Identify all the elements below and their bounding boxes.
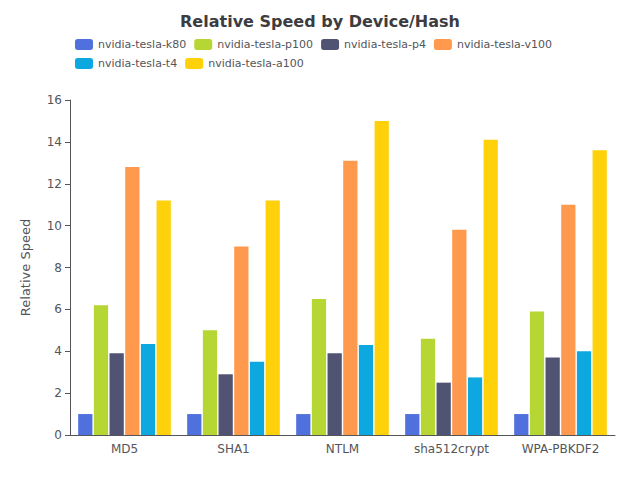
svg-text:Relative Speed: Relative Speed <box>18 219 33 316</box>
svg-text:SHA1: SHA1 <box>217 442 249 456</box>
svg-text:4: 4 <box>54 344 62 358</box>
svg-text:6: 6 <box>54 302 62 316</box>
svg-text:12: 12 <box>47 177 62 191</box>
svg-text:nvidia-tesla-p100: nvidia-tesla-p100 <box>217 38 313 51</box>
svg-text:2: 2 <box>54 386 62 400</box>
svg-text:14: 14 <box>47 135 62 149</box>
svg-text:sha512crypt: sha512crypt <box>414 442 489 456</box>
svg-text:nvidia-tesla-v100: nvidia-tesla-v100 <box>457 38 552 51</box>
svg-text:nvidia-tesla-t4: nvidia-tesla-t4 <box>98 57 177 70</box>
svg-text:8: 8 <box>54 261 62 275</box>
svg-text:WPA-PBKDF2: WPA-PBKDF2 <box>522 442 600 456</box>
svg-text:0: 0 <box>54 428 62 442</box>
svg-text:nvidia-tesla-a100: nvidia-tesla-a100 <box>208 57 304 70</box>
svg-text:nvidia-tesla-p4: nvidia-tesla-p4 <box>344 38 426 51</box>
svg-text:10: 10 <box>47 219 62 233</box>
svg-text:nvidia-tesla-k80: nvidia-tesla-k80 <box>98 38 186 51</box>
svg-text:Relative Speed by Device/Hash: Relative Speed by Device/Hash <box>180 12 460 31</box>
svg-text:MD5: MD5 <box>111 442 138 456</box>
svg-text:NTLM: NTLM <box>326 442 359 456</box>
svg-text:16: 16 <box>47 93 62 107</box>
